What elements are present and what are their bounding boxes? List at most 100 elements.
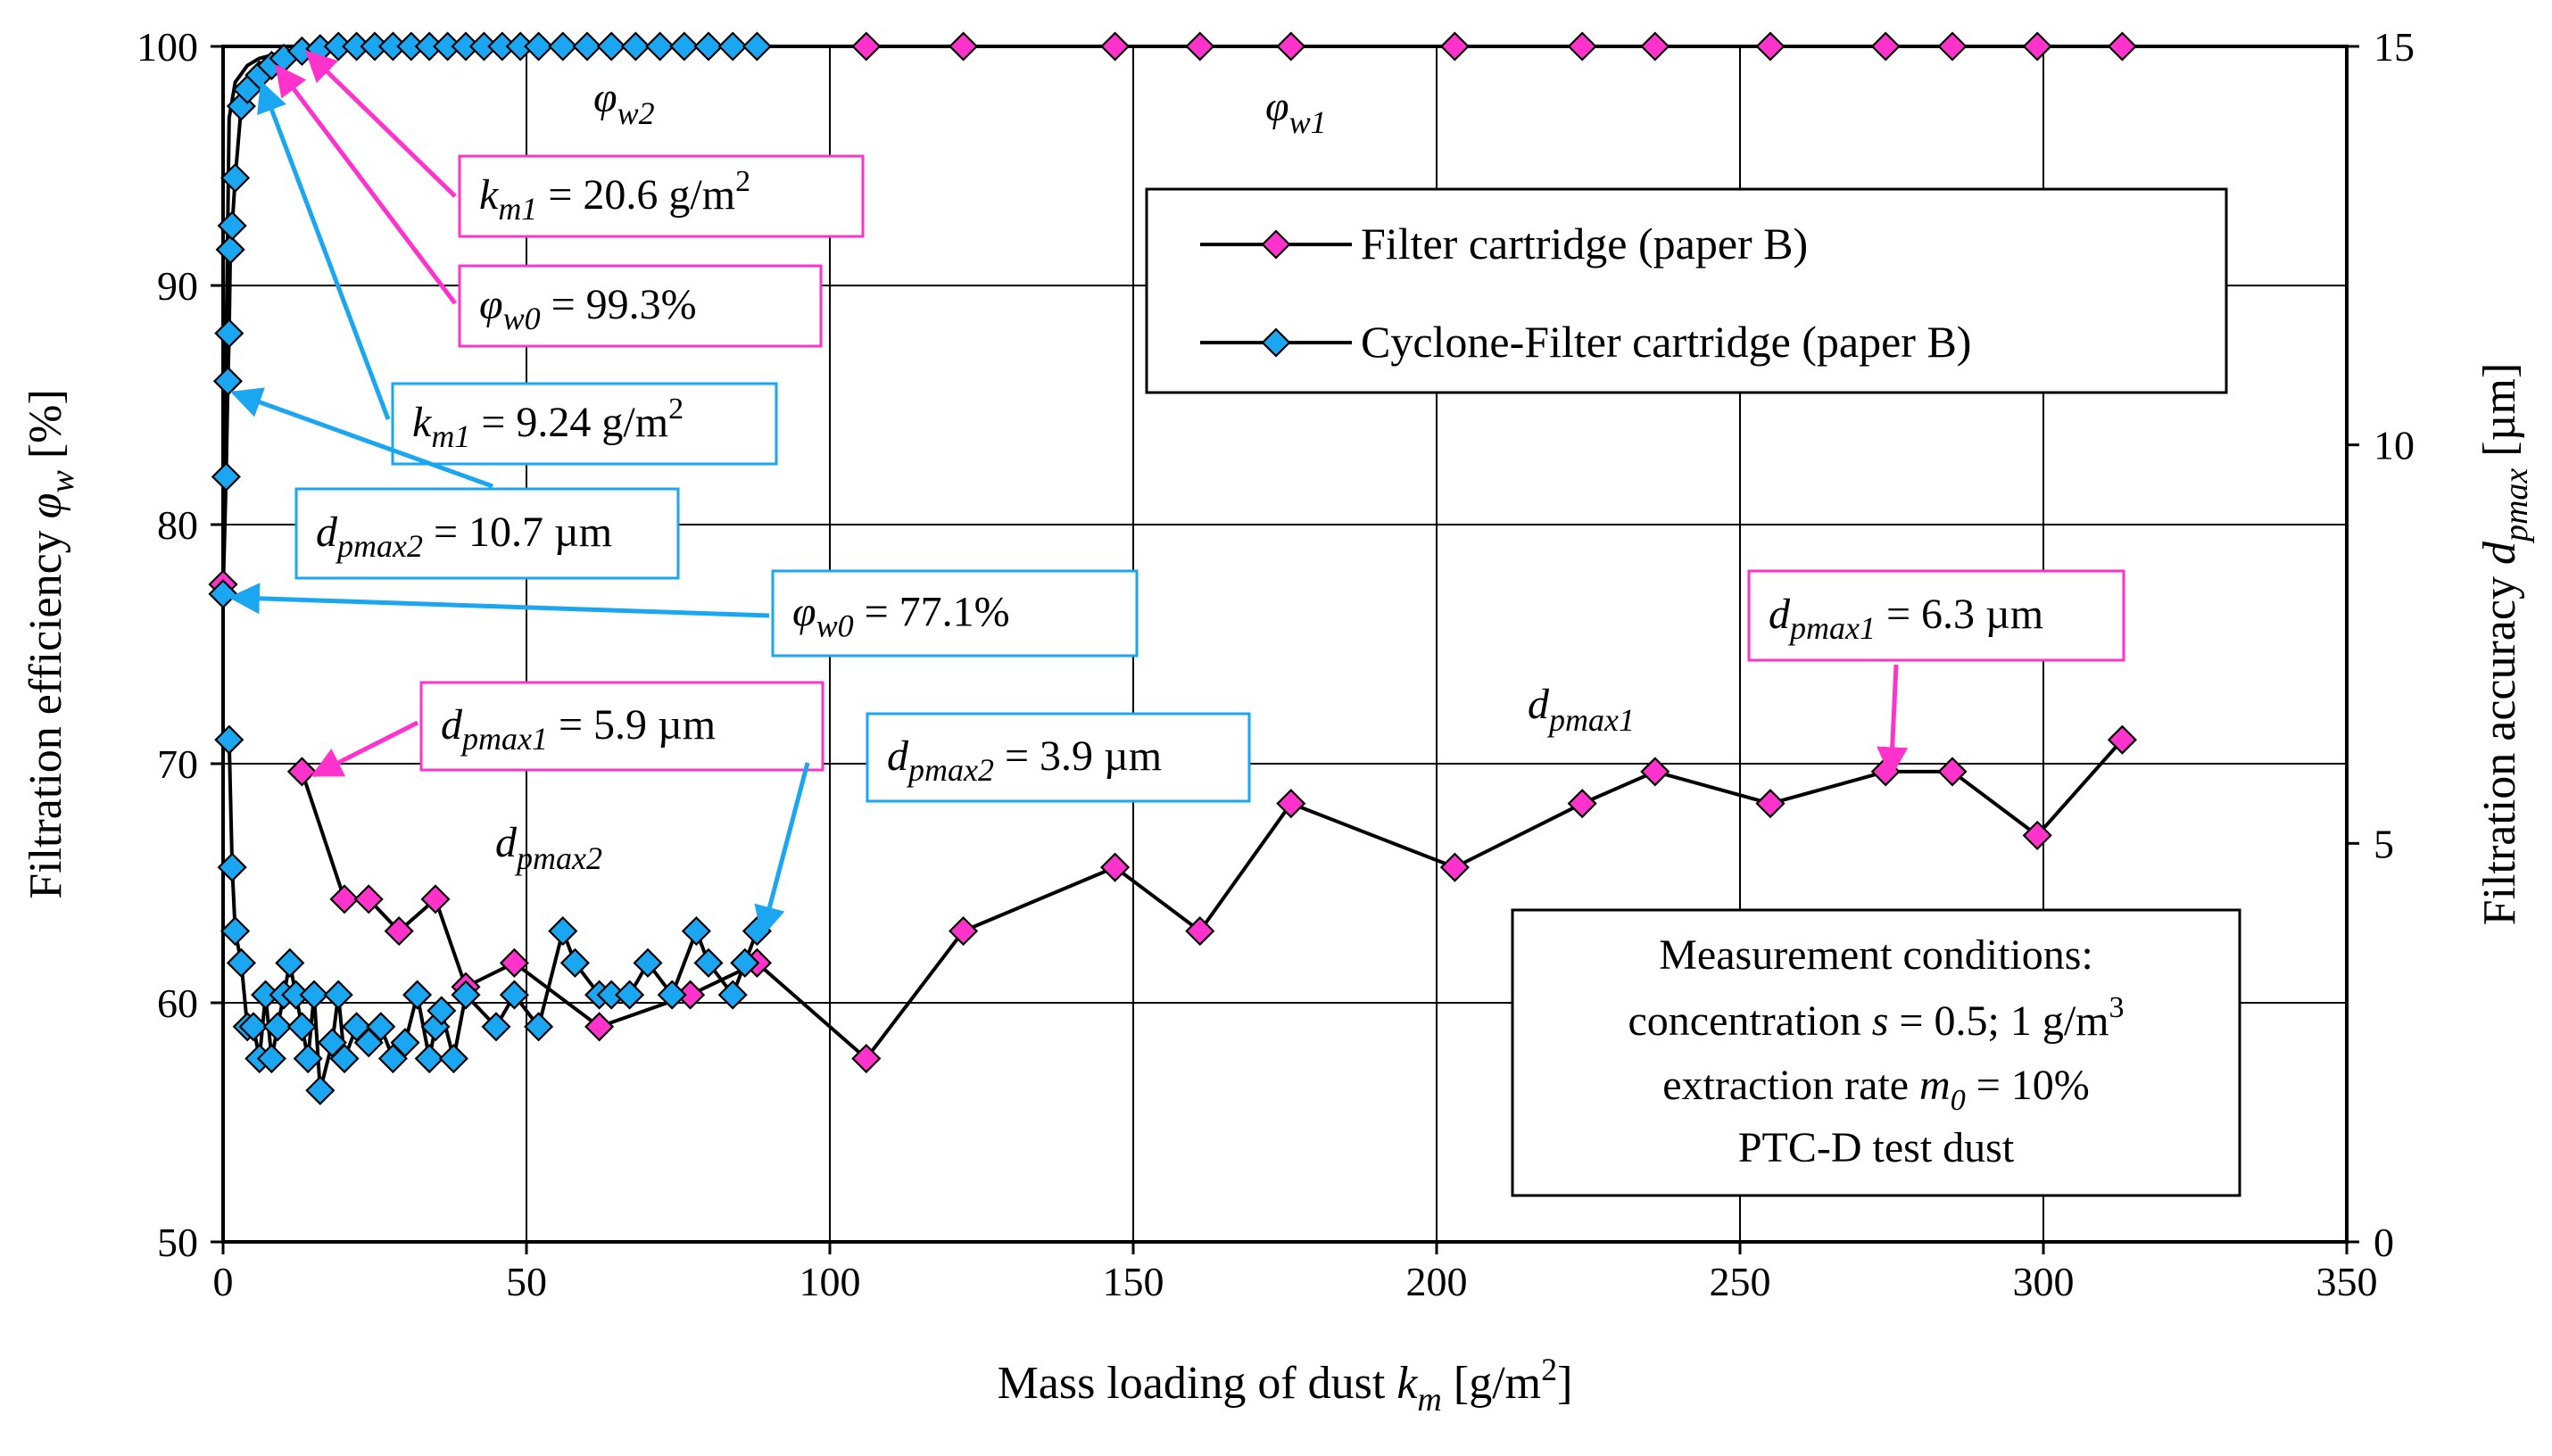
annotation-box [1747, 569, 2125, 662]
annotation-phiw0_filter-subscript: w0 [503, 301, 541, 336]
label-dpmax1: dpmax1 [1528, 681, 1635, 738]
series-2-point [286, 757, 317, 787]
annotation-arrow [230, 387, 493, 489]
label-phi-w2-symbol: φ [593, 74, 617, 121]
annotation-arrow [228, 583, 770, 618]
series-1-point [217, 211, 247, 241]
annotation-arrow [275, 63, 457, 305]
series-3-point [451, 980, 481, 1010]
series-2-point [1937, 757, 1968, 787]
conditions-line1: Measurement conditions: [1659, 931, 2093, 979]
annotation-dpmax1_filter_final: dpmax1 = 6.3 µm [1769, 591, 2043, 646]
conditions-line2: concentration s = 0.5; 1 g/m3 [1628, 991, 2125, 1045]
annotation-dpmax2_cyclone_init-symbol: d [316, 509, 338, 556]
conditions-line2-sup: 3 [2109, 991, 2124, 1024]
series-3-point [414, 1043, 444, 1074]
annotation-km1_cyclone: km1 = 9.24 g/m2 [412, 393, 684, 454]
conditions-line3-sub: 0 [1951, 1084, 1966, 1117]
y-left-axis-label-text: Filtration efficiency [21, 518, 71, 898]
x-axis-label-text: Mass loading of dust [998, 1358, 1397, 1409]
annotation-phiw0_filter-value: = 99.3% [541, 281, 697, 328]
series-3-point [286, 1012, 317, 1042]
annotation-arrow [754, 762, 810, 938]
y-left-axis-label-symbol: φ [21, 493, 71, 519]
series-2-point [2022, 820, 2052, 850]
series-1-point [645, 31, 675, 62]
conditions-line4: PTC-D test dust [1738, 1124, 2015, 1171]
y-right-tick-label: 0 [2374, 1220, 2394, 1265]
legend: Filter cartridge (paper B) Cyclone-Filter… [1145, 187, 2228, 394]
conditions-line2-post: = 0.5; 1 g/m [1888, 997, 2109, 1045]
series-markers [208, 31, 2137, 1105]
annotation-km1_filter-subscript: m1 [498, 191, 537, 227]
y-left-axis-label-unit: [%] [21, 389, 71, 470]
y-right-axis-label-text: Filtration accuracy [2474, 565, 2525, 925]
series-3-point [481, 1012, 511, 1042]
annotation-dpmax2_cyclone_final-value: = 3.9 µm [994, 732, 1162, 780]
x-axis-label-close: ] [1557, 1358, 1572, 1409]
series-2-point [949, 916, 979, 947]
series-1-point [596, 31, 626, 62]
y-right-axis-label-unit: [µm] [2474, 363, 2525, 468]
x-axis-label-unit: [g/m [1442, 1358, 1541, 1409]
series-3-point [438, 1043, 468, 1074]
series-1-point [215, 235, 245, 265]
series-2-point [1185, 916, 1215, 947]
conditions-line3-symbol: m [1919, 1062, 1951, 1109]
series-3-point [366, 1012, 396, 1042]
x-tick-label: 50 [506, 1259, 547, 1304]
conditions-line3-pre: extraction rate [1662, 1062, 1919, 1109]
y-left-tick-label: 100 [137, 24, 198, 70]
annotation-arrow [304, 50, 457, 198]
tick-labels: 0 50 100 150 200 250 300 350 50 60 70 80 90 100 0 5 10 15 [137, 24, 2415, 1304]
series-3-point [681, 916, 711, 947]
annotation-phiw0_cyclone: φw0 = 77.1% [792, 589, 1010, 644]
series-3-point [499, 980, 529, 1010]
x-axis-label: Mass loading of dust km [g/m2] [998, 1352, 1573, 1419]
series-0-point [1870, 31, 1901, 62]
series-1-point [717, 31, 748, 62]
series-2-point [1439, 852, 1470, 882]
conditions-box: Measurement conditions: concentration s =… [1511, 908, 2241, 1197]
annotation-dpmax2_cyclone_final-symbol: d [887, 732, 909, 780]
series-3-point [427, 996, 457, 1026]
series-3-point [633, 947, 663, 978]
annotation-phiw0_cyclone-value: = 77.1% [854, 589, 1010, 636]
series-2-point [329, 884, 360, 914]
series-3-point [730, 947, 760, 978]
series-0-point [1276, 31, 1306, 62]
series-0-point [1439, 31, 1470, 62]
series-3-point [220, 916, 251, 947]
conditions-line3: extraction rate m0 = 10% [1662, 1062, 2090, 1117]
series-2-point [851, 1043, 882, 1074]
conditions-line3-post: = 10% [1966, 1062, 2090, 1109]
series-0-point [1567, 31, 1597, 62]
annotation-dpmax1_filter_init-subscript: pmax1 [460, 721, 548, 757]
series-3-point [256, 1043, 286, 1074]
label-phi-w1-subscript: w1 [1289, 104, 1327, 140]
x-tick-label: 150 [1103, 1259, 1164, 1304]
series-0-point [1937, 31, 1968, 62]
series-1-point [214, 318, 244, 349]
series-3-point [299, 980, 329, 1010]
annotation-phiw0_filter-symbol: φ [479, 281, 503, 328]
series-2-point [1100, 852, 1131, 882]
x-axis-label-symbol: k [1396, 1358, 1418, 1409]
conditions-line2-symbol: s [1872, 997, 1889, 1045]
series-3-point [217, 852, 247, 882]
conditions-line2-pre: concentration [1628, 997, 1872, 1045]
series-1-point [548, 31, 578, 62]
series-3-point [226, 947, 256, 978]
legend-marker [1261, 327, 1291, 358]
series-1-point [212, 366, 243, 396]
y-left-tick-label: 60 [157, 980, 198, 1026]
y-right-tick-label: 15 [2374, 24, 2415, 70]
y-left-tick-label: 50 [157, 1220, 198, 1265]
series-2-point [1567, 789, 1597, 819]
annotation-arrow [1877, 664, 1909, 779]
y-left-tick-label: 80 [157, 502, 198, 548]
y-right-tick-label: 5 [2374, 821, 2394, 866]
